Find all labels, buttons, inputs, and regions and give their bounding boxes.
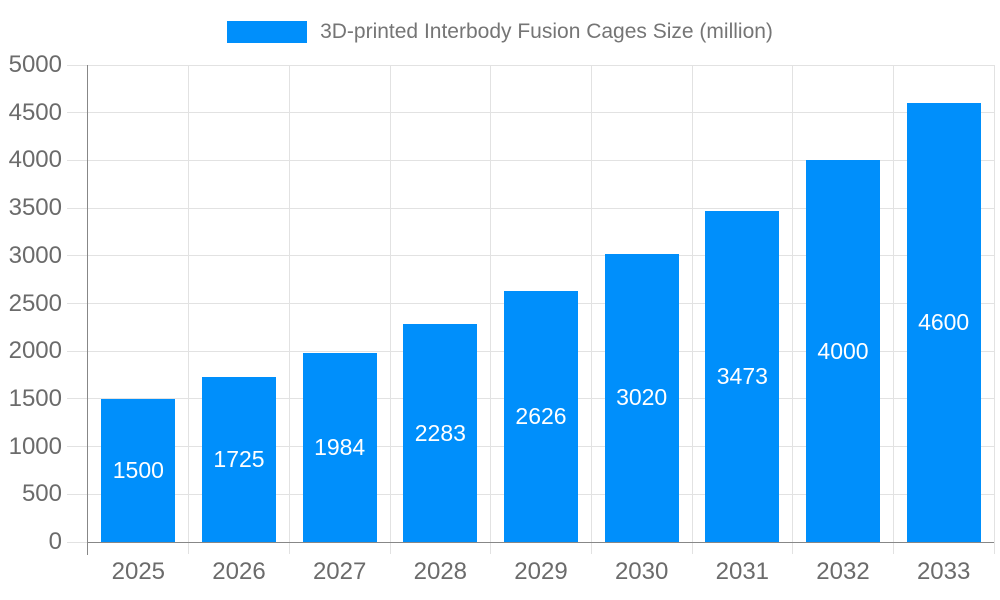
gridline-horizontal (67, 255, 994, 257)
x-axis-tick-label: 2033 (916, 558, 971, 585)
gridline-vertical (188, 65, 190, 554)
bar-value-label: 3473 (716, 362, 768, 389)
y-axis-tick-label: 500 (21, 480, 62, 508)
legend-label: 3D-printed Interbody Fusion Cages Size (… (320, 20, 773, 43)
bar-value-label: 1725 (213, 446, 265, 473)
bar-2029: 2626 (504, 291, 578, 542)
y-axis-tick-label: 2500 (8, 289, 62, 317)
gridline-vertical (590, 65, 592, 554)
gridline-vertical (288, 65, 290, 554)
x-axis-tick-label: 2032 (816, 558, 870, 585)
gridline-vertical (691, 65, 693, 554)
bar-value-label: 2283 (414, 419, 466, 446)
bar-2030: 3020 (604, 253, 679, 542)
bar-2026: 1725 (202, 377, 276, 542)
legend-swatch-icon (227, 21, 308, 43)
gridline-vertical (792, 65, 794, 554)
legend-item[interactable]: 3D-printed Interbody Fusion Cages Size (… (227, 20, 773, 44)
bar-value-label: 1500 (112, 456, 164, 483)
y-axis-tick-label: 4500 (8, 98, 62, 126)
y-axis-tick-label: 4000 (8, 146, 62, 174)
x-axis-tick-label: 2030 (614, 558, 669, 585)
bar-2027: 1984 (302, 352, 377, 542)
bar-value-label: 3020 (616, 384, 668, 411)
gridline-vertical (892, 65, 894, 554)
y-axis-tick-label: 0 (48, 528, 62, 555)
y-axis-tick-label: 1500 (8, 384, 62, 412)
bar-2032: 4000 (806, 160, 880, 542)
bar-value-label: 4600 (918, 309, 970, 336)
x-axis-tick-label: 2026 (212, 558, 266, 585)
gridline-horizontal (67, 541, 88, 543)
x-axis-tick-label: 2025 (111, 558, 166, 585)
gridline-vertical (389, 65, 391, 554)
x-axis-tick-label: 2031 (715, 558, 770, 585)
gridline-vertical (993, 65, 995, 554)
y-axis-tick-label: 2000 (8, 337, 62, 365)
gridline-vertical (490, 65, 492, 554)
gridline-horizontal (67, 64, 994, 66)
x-axis-line (87, 542, 994, 543)
y-axis-tick-label: 5000 (8, 51, 62, 78)
bar-value-label: 2626 (515, 403, 567, 430)
x-axis-tick-label: 2028 (413, 558, 468, 585)
gridline-horizontal (67, 112, 994, 114)
x-axis-tick-label: 2029 (514, 558, 568, 585)
legend: 3D-printed Interbody Fusion Cages Size (… (0, 20, 1000, 44)
x-axis-tick-label: 2027 (312, 558, 367, 585)
y-axis-line (87, 65, 88, 555)
y-axis-tick-label: 3500 (8, 194, 62, 222)
gridline-horizontal (67, 207, 994, 209)
bar-2031: 3473 (705, 210, 780, 542)
gridline-horizontal (67, 159, 994, 161)
y-axis-tick-label: 3000 (8, 241, 62, 269)
plot-area: 0 500 1000 1500 2000 2500 3000 3500 4000 4500 5000… (9, 51, 995, 585)
bar-value-label: 4000 (817, 337, 869, 364)
bar-2033: 4600 (906, 103, 981, 542)
bar-value-label: 1984 (314, 433, 366, 460)
y-axis-tick-label: 1000 (8, 432, 62, 460)
bar-2028: 2283 (403, 324, 478, 542)
bar-2025: 1500 (101, 398, 176, 542)
